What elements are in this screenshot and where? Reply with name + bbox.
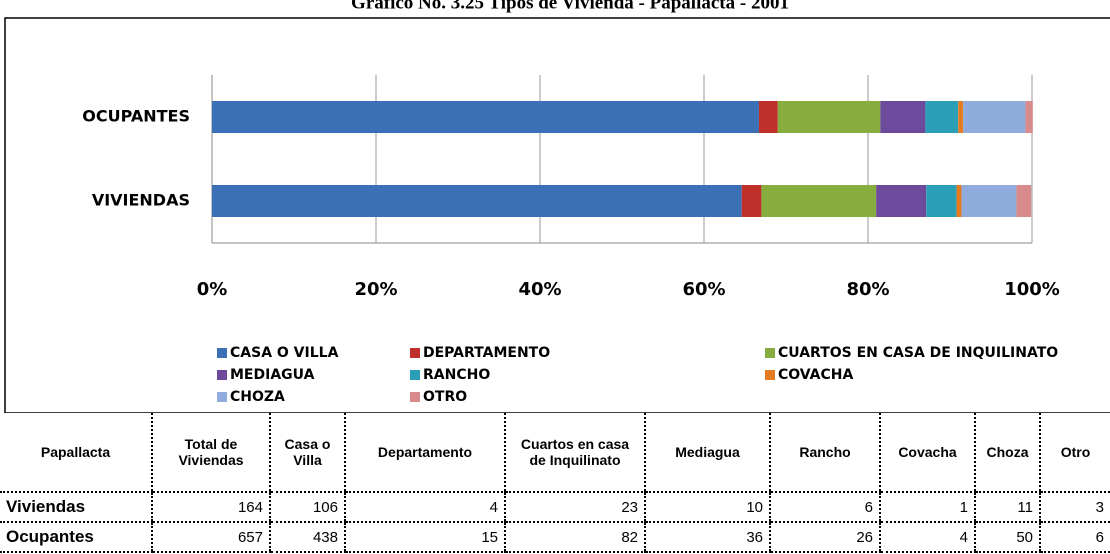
header-cell: Casa o Villa [269,413,345,493]
bar-segment [1016,185,1032,217]
data-table: Papallacta Total de Viviendas Casa o Villa… [0,413,1110,553]
bar-segment [1025,101,1033,133]
bar-segment [961,185,1017,217]
x-tick-label: 80% [846,279,889,300]
header-cell: Choza [974,413,1040,493]
table-cell: 4 [344,492,505,523]
table-row: Viviendas 164 106 4 23 10 6 1 11 3 [0,492,1110,523]
table-row: Ocupantes 657 438 15 82 36 26 4 50 6 [0,522,1110,553]
bar-segment [926,185,957,217]
legend-label: CHOZA [230,389,285,405]
bar-segment [956,185,962,217]
legend-label: MEDIAGUA [230,367,315,383]
bar-segment [212,101,759,133]
header-cell: Mediagua [644,413,770,493]
table-cell: 438 [269,522,345,553]
legend-swatch [217,348,227,358]
header-cell: Total de Viviendas [151,413,270,493]
bar-segment [876,185,927,217]
table-cell: Ocupantes [0,522,152,553]
header-cell: Covacha [879,413,975,493]
bar-segment [777,101,881,133]
table-cell: Viviendas [0,492,152,523]
legend-label: OTRO [423,389,467,405]
y-tick-label: OCUPANTES [82,107,190,126]
legend-swatch [410,370,420,380]
header-cell: Cuartos en casa de Inquilinato [504,413,645,493]
x-tick-label: 60% [682,279,725,300]
bar-segment [761,185,877,217]
header-cell: Departamento [344,413,505,493]
x-tick-label: 20% [354,279,397,300]
bar-segment [958,101,964,133]
bar-segment [741,185,762,217]
legend-label: RANCHO [423,367,490,383]
bar-segment [963,101,1026,133]
legend-swatch [217,392,227,402]
x-tick-label: 40% [518,279,561,300]
chart-title: Gráfico No. 3.25 Tipos de Vivienda - Pap… [351,0,789,13]
table-cell: 36 [644,522,770,553]
table-cell: 4 [879,522,975,553]
table-cell: 15 [344,522,505,553]
legend-swatch [765,348,775,358]
bar-segment [212,185,742,217]
bar-segment [758,101,778,133]
bar-segment [925,101,959,133]
legend-label: DEPARTAMENTO [423,345,550,361]
header-cell: Papallacta [0,413,152,493]
table-cell: 26 [769,522,880,553]
header-cell: Rancho [769,413,880,493]
table-cell: 10 [644,492,770,523]
table-cell: 6 [1039,522,1110,553]
legend-label: CUARTOS EN CASA DE INQUILINATO [778,345,1058,361]
legend-swatch [765,370,775,380]
x-tick-label: 0% [197,279,228,300]
table-cell: 106 [269,492,345,523]
chart: Gráfico No. 3.25 Tipos de Vivienda - Pap… [4,0,1110,413]
bar-segment [880,101,926,133]
table-cell: 3 [1039,492,1110,523]
table-cell: 23 [504,492,645,523]
legend-label: COVACHA [778,367,854,383]
x-tick-label: 100% [1004,279,1060,300]
legend-swatch [410,348,420,358]
table-cell: 657 [151,522,270,553]
table-cell: 6 [769,492,880,523]
header-cell: Otro [1039,413,1110,493]
table-cell: 50 [974,522,1040,553]
table-cell: 1 [879,492,975,523]
table-cell: 82 [504,522,645,553]
legend-swatch [217,370,227,380]
legend-swatch [410,392,420,402]
legend-label: CASA O VILLA [230,345,339,361]
y-tick-label: VIVIENDAS [92,191,190,210]
table-row: Papallacta Total de Viviendas Casa o Villa… [0,413,1110,493]
table-cell: 11 [974,492,1040,523]
table-cell: 164 [151,492,270,523]
